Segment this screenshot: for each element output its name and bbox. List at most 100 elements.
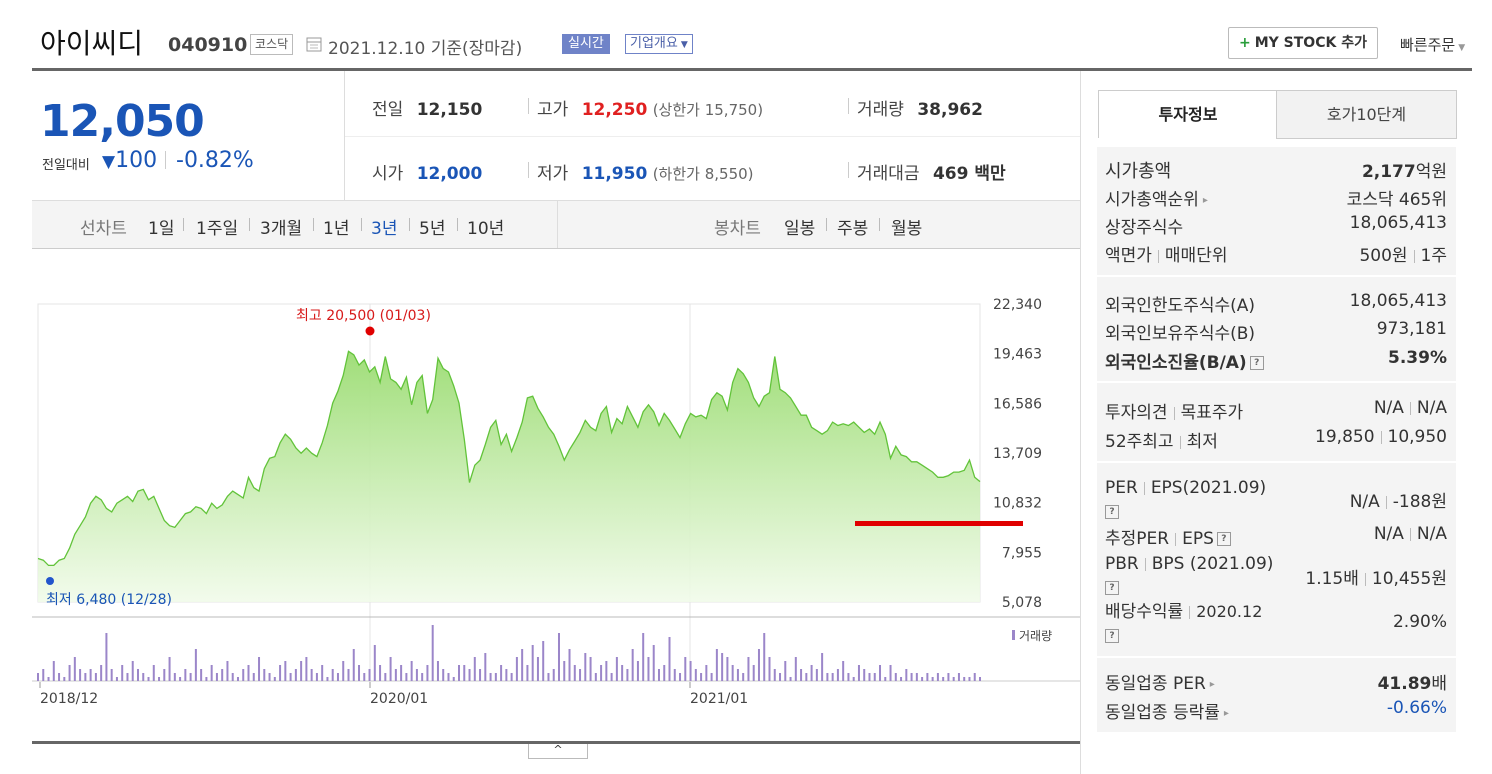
tab-3m[interactable]: 3개월 <box>260 219 303 239</box>
volume-bar <box>389 657 392 681</box>
dividend-label: 배당수익률 2020.12? <box>1105 600 1285 648</box>
volume-bar <box>52 661 55 681</box>
tab-weekly[interactable]: 주봉 <box>837 219 869 239</box>
peer-chg-label[interactable]: 동일업종 등락률 ▸ <box>1105 698 1229 723</box>
volume-bar <box>294 669 297 681</box>
divider <box>1173 406 1175 420</box>
volume-bar <box>847 673 850 681</box>
volume-bar <box>421 673 424 681</box>
volume-bar <box>742 673 745 681</box>
tab-orderbook[interactable]: 호가10단계 <box>1276 90 1457 139</box>
divider <box>1143 481 1145 495</box>
realtime-button[interactable]: 실시간 <box>562 34 610 54</box>
rank-label[interactable]: 시가총액순위 ▸ <box>1105 185 1208 210</box>
volume-bar <box>484 653 487 681</box>
help-icon[interactable]: ? <box>1105 629 1119 643</box>
tab-1w[interactable]: 1주일 <box>196 219 239 239</box>
tab-3y[interactable]: 3년 <box>371 219 398 239</box>
divider <box>1409 401 1411 415</box>
volume-bar <box>947 673 950 681</box>
div-year: 2020.12 <box>1196 602 1263 621</box>
company-info-dropdown[interactable]: 기업개요 ▼ <box>625 34 693 54</box>
volume-bar <box>636 661 639 681</box>
divider <box>1189 605 1191 619</box>
pbr-bps-value: 1.15배 10,455원 <box>1305 564 1447 589</box>
volume-bar <box>921 677 924 681</box>
volume-bar <box>263 669 266 681</box>
volume-bar <box>68 665 71 681</box>
foreign-hold-label: 외국인보유주식수(B) <box>1105 324 1256 344</box>
tab-daily[interactable]: 일봉 <box>784 219 816 239</box>
divider <box>528 98 529 114</box>
volume-bar <box>394 669 397 681</box>
price-area <box>38 351 980 602</box>
help-icon[interactable]: ? <box>1249 356 1264 370</box>
volume-bar <box>657 669 660 681</box>
volume-bar <box>205 677 208 681</box>
unit-value: 1주 <box>1420 246 1447 266</box>
volume-bar <box>563 661 566 681</box>
par-value: 500원 <box>1359 246 1408 266</box>
divider <box>1179 435 1181 449</box>
volume-bar <box>689 661 692 681</box>
volume-bar <box>757 649 760 681</box>
collapse-chart-button[interactable]: ^ <box>528 744 588 759</box>
volume-bar <box>58 673 61 681</box>
volume-bar <box>957 673 960 681</box>
volume-bar <box>910 673 913 681</box>
volume-bar <box>615 657 618 681</box>
market-cap-unit: 억원 <box>1415 162 1447 182</box>
help-icon[interactable]: ? <box>1216 532 1231 546</box>
peer-per-unit: 배 <box>1431 674 1447 694</box>
divider <box>165 151 166 169</box>
volume-bar <box>373 645 376 681</box>
tab-1y[interactable]: 1년 <box>323 219 350 239</box>
shares-value: 18,065,413 <box>1349 213 1447 233</box>
volume-bar <box>336 673 339 681</box>
opinion-target-label: 투자의견 목표주가 <box>1105 398 1243 423</box>
down-triangle-icon: ▼ <box>102 152 116 172</box>
volume-bar <box>605 661 608 681</box>
tab-5y[interactable]: 5년 <box>419 219 446 239</box>
volume-bar <box>736 669 739 681</box>
volume-bar <box>210 665 213 681</box>
help-icon[interactable]: ? <box>1105 505 1119 519</box>
peer-per-label[interactable]: 동일업종 PER ▸ <box>1105 669 1215 694</box>
volume-bar <box>473 657 476 681</box>
tab-invest-info[interactable]: 투자정보 <box>1098 90 1278 138</box>
volume-bar <box>894 673 897 681</box>
peer-per-label-text: 동일업종 PER <box>1105 674 1206 694</box>
volume-bar <box>626 669 629 681</box>
divider <box>848 98 849 114</box>
add-mystock-button[interactable]: + MY STOCK 추가 <box>1228 27 1378 59</box>
help-icon[interactable]: ? <box>1105 581 1119 595</box>
tab-1d[interactable]: 1일 <box>148 219 175 239</box>
volume-bar <box>752 665 755 681</box>
tab-10y[interactable]: 10년 <box>467 219 505 239</box>
y-tick-label: 13,709 <box>993 446 1042 462</box>
volume-bar <box>836 669 839 681</box>
volume-bar <box>557 633 560 681</box>
quick-order-dropdown[interactable]: 빠른주문 ▼ <box>1400 34 1465 55</box>
volume-bar <box>37 673 39 681</box>
volume-bar <box>857 665 860 681</box>
volume-bar <box>773 669 776 681</box>
price-chart[interactable]: 22,340 19,463 16,586 13,709 10,832 7,955 5,078… <box>32 248 1080 741</box>
volume-bar <box>47 677 50 681</box>
per-value: N/A <box>1349 492 1380 512</box>
divider <box>409 218 410 231</box>
info-group-4 <box>1097 463 1456 656</box>
volume-bar <box>226 661 229 681</box>
volume-bar <box>721 653 724 681</box>
est-per-value: N/A <box>1373 524 1404 544</box>
change-label: 전일대비 <box>42 158 90 173</box>
red-marker-line <box>855 521 1023 526</box>
tab-monthly[interactable]: 월봉 <box>891 219 923 239</box>
divider <box>826 218 827 231</box>
est-eps-value: N/A <box>1416 524 1447 544</box>
divider <box>457 218 458 231</box>
volume-bar <box>726 657 729 681</box>
volume-bar <box>694 669 697 681</box>
volume-bar <box>163 669 166 681</box>
volume-bar <box>105 633 108 681</box>
